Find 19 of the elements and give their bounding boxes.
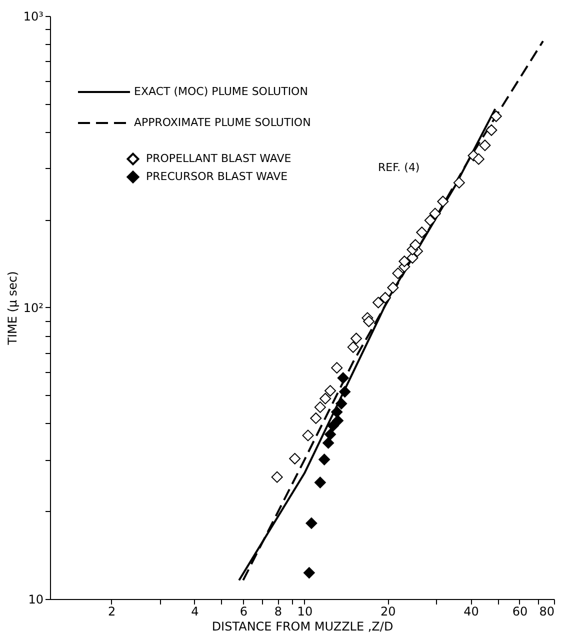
x-tick-label: 80 <box>539 604 554 618</box>
y-tick-label: 10³ <box>23 10 44 24</box>
x-tick-label: 4 <box>191 604 199 618</box>
x-axis-title: DISTANCE FROM MUZZLE ,Z/D <box>212 620 394 634</box>
legend-label: APPROXIMATE PLUME SOLUTION <box>134 116 311 129</box>
legend-label: EXACT (MOC) PLUME SOLUTION <box>134 85 308 98</box>
y-tick-label: 10² <box>23 301 44 315</box>
x-tick-label: 8 <box>274 604 282 618</box>
annotation: REF. (4) <box>378 161 420 174</box>
y-axis-title: TIME (μ sec) <box>5 271 20 346</box>
x-tick-label: 20 <box>380 604 396 618</box>
x-tick-label: 6 <box>240 604 248 618</box>
x-tick-label: 2 <box>108 604 116 618</box>
x-tick-label: 40 <box>464 604 479 618</box>
legend-label: PROPELLANT BLAST WAVE <box>146 152 292 165</box>
x-tick-label: 10 <box>297 604 313 618</box>
x-tick-label: 60 <box>512 604 528 618</box>
legend-label: PRECURSOR BLAST WAVE <box>146 170 288 183</box>
y-tick-label: 10 <box>28 592 44 606</box>
